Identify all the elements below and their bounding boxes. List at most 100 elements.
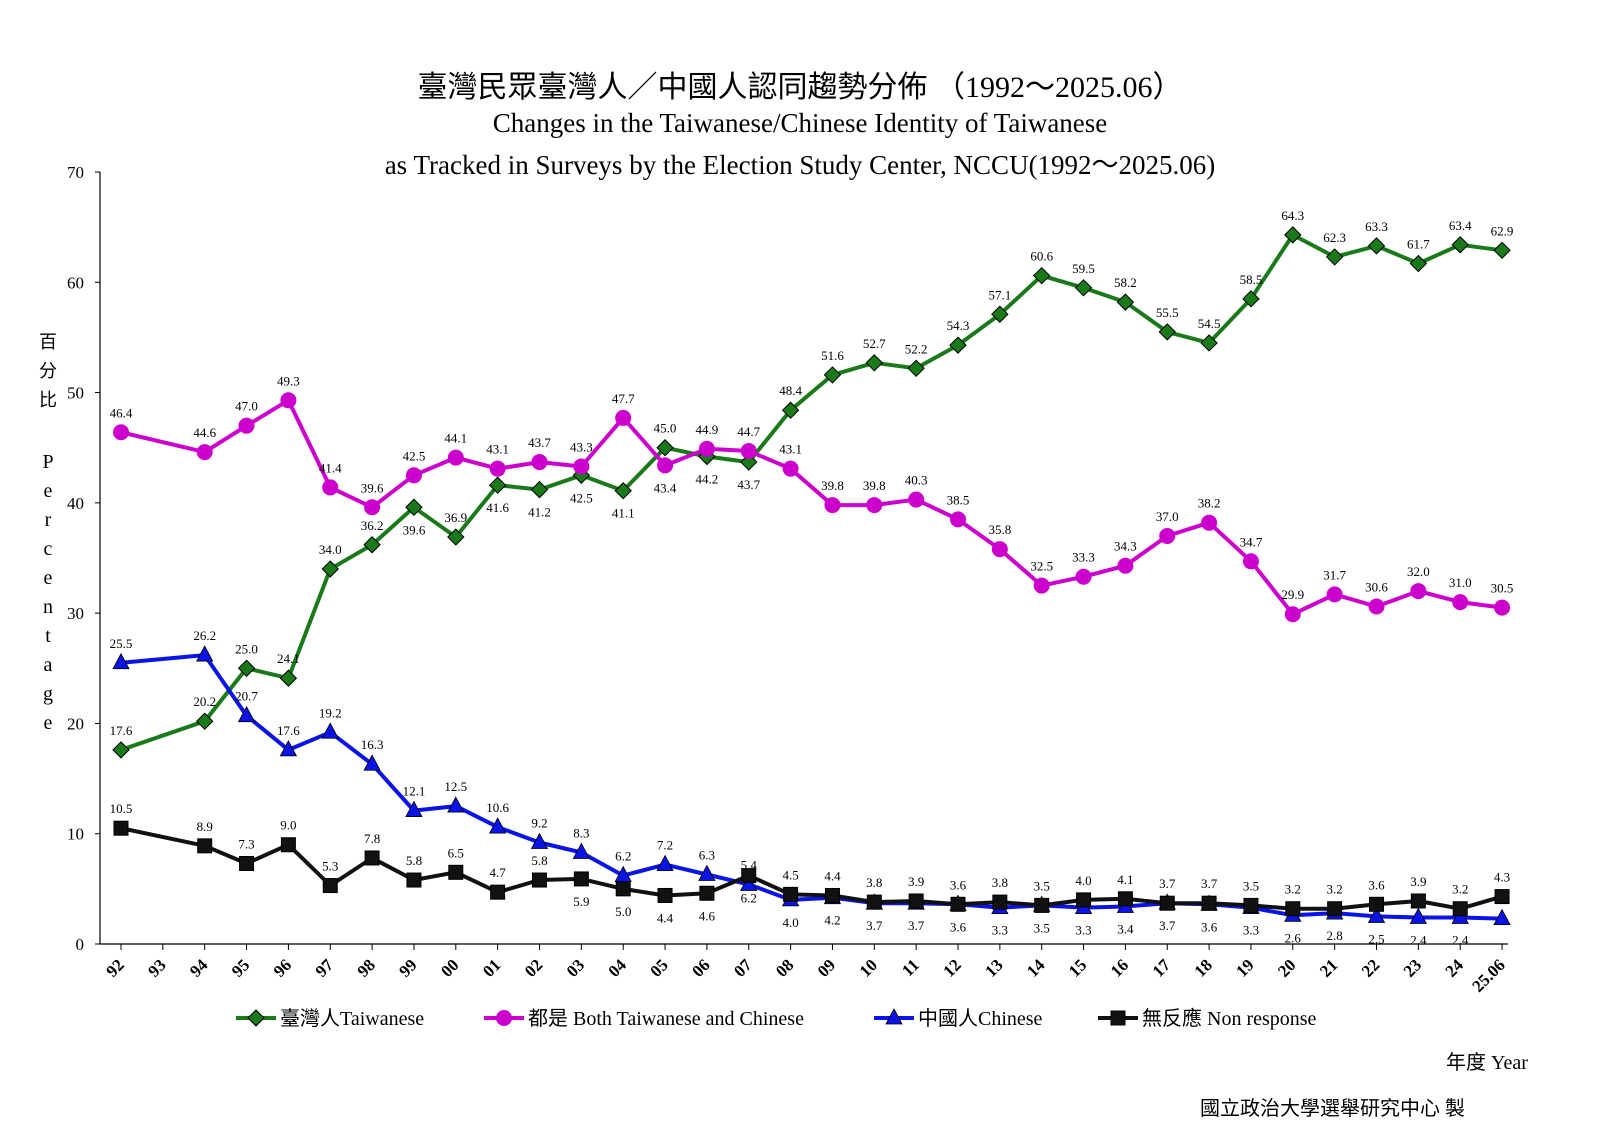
data-label-0-10: 41.2 bbox=[528, 505, 551, 520]
data-point-3-31 bbox=[1410, 893, 1426, 909]
data-label-0-4: 24.1 bbox=[277, 651, 300, 666]
x-tick-label: 11 bbox=[898, 955, 923, 980]
data-label-1-33: 30.5 bbox=[1491, 581, 1514, 596]
data-point-0-2 bbox=[195, 712, 214, 730]
data-label-0-6: 36.2 bbox=[361, 518, 384, 533]
data-point-2-31 bbox=[1409, 907, 1428, 924]
data-label-1-2: 44.6 bbox=[193, 425, 216, 440]
data-label-1-24: 34.3 bbox=[1114, 539, 1137, 554]
data-label-0-9: 41.6 bbox=[486, 500, 509, 515]
data-point-0-26 bbox=[1200, 334, 1218, 352]
data-point-1-33 bbox=[1494, 599, 1511, 616]
data-label-2-0: 25.5 bbox=[110, 636, 133, 651]
data-label-1-3: 47.0 bbox=[235, 399, 258, 414]
data-point-0-18 bbox=[865, 354, 884, 372]
data-label-2-20: 3.6 bbox=[950, 919, 967, 934]
data-point-3-26 bbox=[1201, 895, 1217, 911]
y-tick-label: 40 bbox=[67, 494, 84, 513]
data-label-0-14: 44.2 bbox=[696, 472, 719, 487]
data-point-3-25 bbox=[1159, 895, 1175, 911]
x-tick-label: 92 bbox=[102, 955, 127, 980]
data-point-1-2 bbox=[196, 444, 213, 461]
data-point-1-12 bbox=[615, 409, 632, 426]
data-label-2-27: 3.3 bbox=[1243, 923, 1259, 938]
data-point-1-16 bbox=[782, 460, 799, 477]
data-point-1-19 bbox=[908, 491, 925, 508]
x-tick-label: 06 bbox=[688, 955, 713, 980]
data-label-3-18: 3.8 bbox=[866, 875, 882, 890]
data-label-2-24: 3.4 bbox=[1117, 922, 1134, 937]
data-point-3-15 bbox=[741, 868, 757, 884]
data-label-2-28: 2.6 bbox=[1285, 930, 1302, 945]
data-label-3-8: 6.5 bbox=[448, 845, 464, 860]
data-label-0-13: 45.0 bbox=[654, 421, 677, 436]
x-tick-label: 94 bbox=[186, 955, 212, 981]
data-point-0-9 bbox=[488, 476, 507, 494]
data-point-1-22 bbox=[1033, 577, 1050, 594]
data-point-0-7 bbox=[405, 498, 423, 516]
data-label-1-23: 33.3 bbox=[1072, 550, 1095, 565]
data-label-1-7: 42.5 bbox=[403, 448, 426, 463]
data-point-3-20 bbox=[950, 896, 966, 912]
data-point-0-6 bbox=[363, 536, 381, 554]
data-point-1-0 bbox=[113, 424, 129, 441]
data-label-3-20: 3.6 bbox=[950, 877, 967, 892]
data-point-3-30 bbox=[1369, 896, 1384, 912]
data-point-2-0 bbox=[112, 652, 130, 670]
data-label-0-17: 51.6 bbox=[821, 348, 844, 363]
data-label-0-20: 54.3 bbox=[947, 318, 970, 333]
data-point-3-3 bbox=[239, 855, 255, 871]
data-point-2-10 bbox=[530, 832, 549, 849]
x-tick-label: 15 bbox=[1065, 955, 1090, 980]
x-tick-label: 97 bbox=[312, 955, 338, 981]
data-label-0-15: 43.7 bbox=[737, 477, 760, 492]
data-label-1-11: 43.3 bbox=[570, 439, 593, 454]
y-tick-label: 0 bbox=[76, 935, 85, 954]
data-point-3-24 bbox=[1117, 891, 1133, 907]
x-tick-label: 20 bbox=[1274, 955, 1299, 980]
chart-subtitle-line1: Changes in the Taiwanese/Chinese Identit… bbox=[492, 108, 1108, 138]
data-label-1-32: 31.0 bbox=[1449, 575, 1472, 590]
data-label-0-23: 59.5 bbox=[1072, 261, 1095, 276]
x-tick-label: 03 bbox=[563, 955, 588, 980]
data-point-1-26 bbox=[1201, 514, 1218, 531]
x-tick-label: 23 bbox=[1400, 955, 1425, 980]
data-point-0-4 bbox=[279, 669, 298, 687]
legend-label-1: 都是 Both Taiwanese and Chinese bbox=[528, 1007, 804, 1030]
data-label-1-4: 49.3 bbox=[277, 373, 300, 388]
data-point-3-13 bbox=[657, 887, 673, 903]
data-point-1-29 bbox=[1326, 586, 1343, 603]
data-point-2-5 bbox=[321, 722, 339, 739]
data-point-3-10 bbox=[532, 872, 547, 888]
data-label-3-29: 3.2 bbox=[1327, 882, 1343, 897]
legend-marker-2 bbox=[885, 1008, 903, 1025]
data-point-3-32 bbox=[1452, 901, 1468, 917]
x-tick-label: 98 bbox=[353, 955, 378, 980]
data-point-2-8 bbox=[447, 796, 465, 813]
data-label-3-4: 9.0 bbox=[280, 818, 296, 833]
data-point-1-18 bbox=[866, 497, 883, 514]
y-tick-label: 70 bbox=[67, 163, 84, 182]
data-point-1-25 bbox=[1159, 527, 1176, 544]
data-label-3-7: 5.8 bbox=[406, 853, 422, 868]
data-point-0-24 bbox=[1116, 293, 1135, 311]
data-label-2-17: 4.2 bbox=[824, 913, 840, 928]
legend-label-2: 中國人Chinese bbox=[918, 1007, 1043, 1030]
data-point-2-14 bbox=[698, 864, 716, 881]
data-label-1-29: 31.7 bbox=[1323, 567, 1346, 582]
data-point-3-28 bbox=[1285, 901, 1301, 917]
data-label-3-10: 5.8 bbox=[531, 853, 547, 868]
data-label-1-30: 30.6 bbox=[1365, 580, 1388, 595]
data-point-1-6 bbox=[364, 499, 381, 516]
data-point-0-23 bbox=[1074, 279, 1093, 297]
data-label-3-23: 4.0 bbox=[1075, 873, 1091, 888]
data-point-0-13 bbox=[656, 439, 674, 457]
data-label-0-29: 62.3 bbox=[1323, 230, 1346, 245]
data-point-3-23 bbox=[1076, 892, 1092, 908]
data-label-1-13: 43.4 bbox=[654, 480, 677, 495]
data-label-3-27: 3.5 bbox=[1243, 878, 1259, 893]
data-point-1-14 bbox=[698, 440, 715, 457]
data-label-3-24: 4.1 bbox=[1117, 872, 1133, 887]
